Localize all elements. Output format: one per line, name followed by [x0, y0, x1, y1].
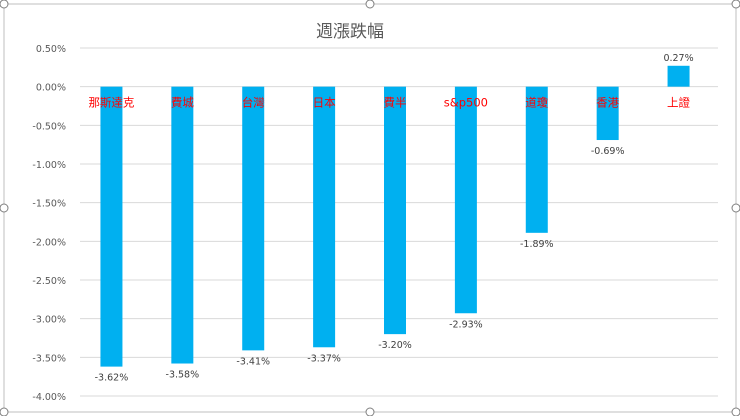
bar: [454, 86, 477, 314]
value-label: -3.20%: [378, 340, 412, 351]
resize-handle[interactable]: [0, 203, 9, 213]
resize-handle[interactable]: [731, 407, 740, 417]
value-label: -3.41%: [236, 356, 270, 367]
category-label: 上證: [667, 96, 690, 110]
resize-handle[interactable]: [731, 203, 740, 213]
category-label: 日本: [313, 96, 336, 110]
bar: [525, 86, 548, 233]
category-label: 台灣: [242, 96, 265, 110]
y-tick-label: -4.00%: [32, 392, 66, 403]
y-tick-label: -1.50%: [32, 199, 66, 210]
chart-title: 週漲跌幅: [316, 22, 384, 42]
y-tick-label: -1.00%: [32, 160, 66, 171]
category-label: 費城: [171, 96, 194, 110]
bar: [171, 86, 194, 364]
y-tick-label: -2.50%: [32, 276, 66, 287]
y-tick-label: -0.50%: [32, 121, 66, 132]
category-labels: 那斯達克 費城 台灣 日本 費半 s&p500 道瓊 香港 上證: [88, 96, 690, 110]
category-label: 道瓊: [525, 96, 548, 110]
y-tick-label: -3.00%: [32, 315, 66, 326]
bar: [242, 86, 265, 351]
value-label: 0.27%: [663, 53, 693, 64]
resize-handle[interactable]: [365, 0, 375, 9]
bar: [384, 86, 406, 335]
bar: [100, 86, 123, 367]
y-tick-label: 0.50%: [36, 44, 66, 55]
y-tick-label: -2.00%: [32, 237, 66, 248]
category-label: 那斯達克: [88, 96, 134, 110]
category-label: 費半: [384, 96, 407, 110]
bar: [667, 65, 690, 87]
bar: [596, 86, 619, 141]
category-label: 香港: [596, 96, 619, 110]
resize-handle[interactable]: [0, 407, 9, 417]
bars: [100, 65, 690, 367]
value-label: -3.62%: [95, 373, 129, 384]
value-label: -3.37%: [307, 353, 341, 364]
bar: [313, 86, 336, 348]
value-label: -0.69%: [591, 146, 625, 157]
value-label: -3.58%: [166, 370, 200, 381]
value-label: -2.93%: [449, 319, 483, 330]
value-label: -1.89%: [520, 239, 554, 250]
value-labels: -3.62% -3.58% -3.41% -3.37% -3.20% -2.93% -1.8…: [95, 53, 694, 384]
resize-handle[interactable]: [731, 0, 740, 9]
category-label: s&p500: [444, 96, 488, 110]
resize-handle[interactable]: [365, 407, 375, 417]
resize-handle[interactable]: [0, 0, 9, 9]
y-tick-label: 0.00%: [36, 83, 66, 94]
y-axis-tick-labels: 0.50% 0.00% -0.50% -1.00% -1.50% -2.00% -2.50%…: [32, 44, 66, 403]
y-tick-label: -3.50%: [32, 353, 66, 364]
